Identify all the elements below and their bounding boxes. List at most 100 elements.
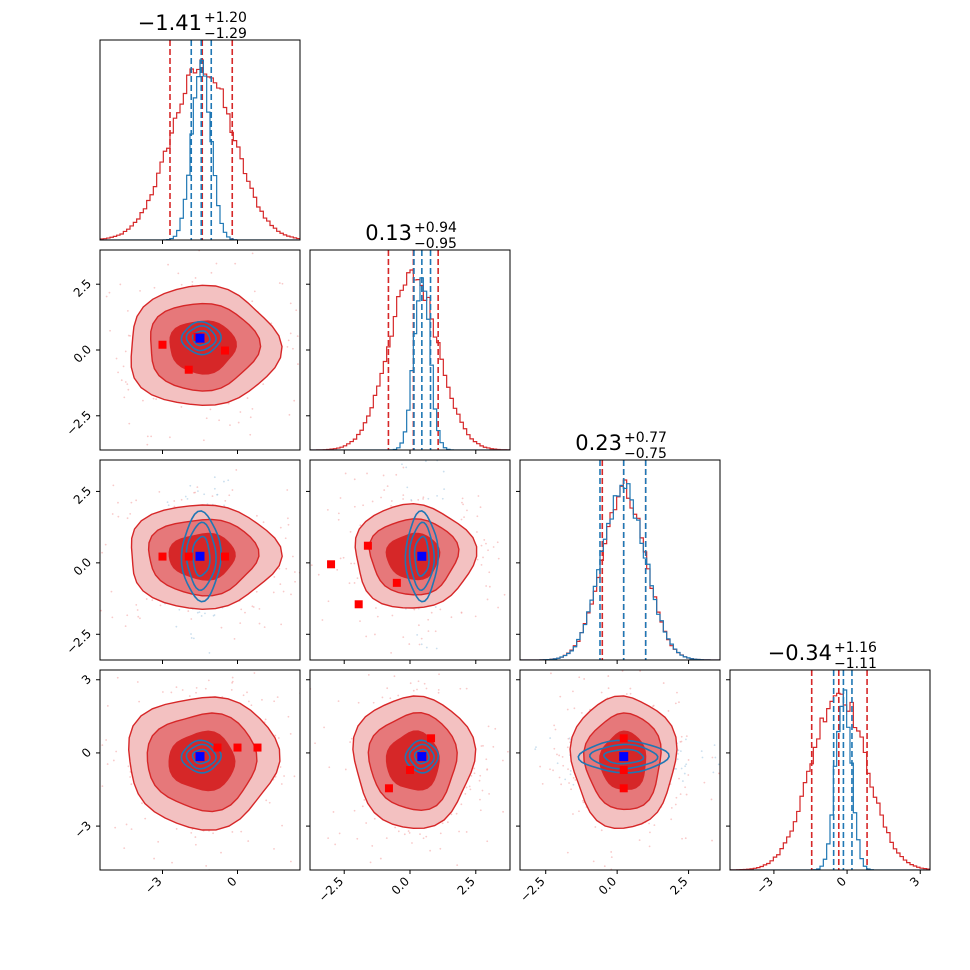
scatter-point: [687, 774, 690, 776]
scatter-point: [415, 455, 417, 457]
scatter-point: [646, 649, 648, 651]
scatter-point: [338, 832, 341, 835]
scatter-point: [632, 667, 634, 669]
scatter-point: [337, 518, 340, 521]
scatter-point: [524, 762, 526, 764]
scatter-point: [460, 803, 463, 806]
title-plus: +0.77: [624, 430, 667, 446]
histogram-wide: [520, 479, 720, 660]
scatter-point: [336, 568, 339, 571]
scatter-point: [166, 501, 169, 504]
scatter-point: [64, 685, 66, 687]
scatter-point: [397, 830, 400, 833]
scatter-point: [130, 783, 133, 786]
scatter-point: [205, 417, 208, 420]
scatter-point: [677, 752, 679, 755]
panel-frame: [99, 459, 301, 661]
scatter-point: [367, 674, 370, 676]
scatter-point: [349, 357, 351, 359]
scatter-point: [136, 609, 139, 611]
scatter-point: [561, 755, 564, 758]
scatter-point: [211, 495, 214, 498]
scatter-point: [129, 776, 132, 778]
panel-3-1: [309, 644, 526, 871]
red-marker: [392, 578, 401, 587]
scatter-point: [485, 585, 488, 587]
scatter-point: [359, 664, 361, 666]
scatter-point: [326, 539, 328, 541]
scatter-point: [391, 644, 393, 646]
scatter-point: [279, 766, 282, 768]
scatter-point: [675, 768, 678, 770]
scatter-point: [209, 408, 212, 411]
scatter-point: [350, 562, 353, 565]
scatter-point: [175, 625, 178, 628]
scatter-point: [439, 847, 442, 850]
title-minus: −0.75: [624, 446, 667, 462]
histogram-narrow: [730, 689, 930, 870]
scatter-point: [417, 624, 420, 627]
scatter-point: [231, 489, 234, 491]
scatter-point: [216, 493, 219, 496]
scatter-point: [124, 350, 127, 353]
scatter-point: [155, 398, 158, 401]
scatter-point: [383, 489, 386, 491]
scatter-point: [188, 695, 191, 697]
scatter-point: [353, 562, 356, 565]
scatter-point: [242, 694, 245, 697]
scatter-point: [483, 539, 486, 541]
scatter-point: [123, 396, 126, 399]
scatter-point: [112, 484, 115, 487]
scatter-point: [306, 704, 308, 706]
scatter-point: [321, 455, 323, 457]
scatter-point: [249, 247, 251, 249]
scatter-point: [281, 282, 284, 285]
scatter-point: [47, 547, 49, 549]
scatter-point: [274, 734, 277, 737]
title-median: −0.34: [768, 641, 832, 665]
scatter-point: [278, 567, 281, 570]
scatter-point: [550, 672, 552, 675]
scatter-point: [228, 494, 231, 497]
scatter-point: [285, 541, 287, 543]
scatter-point: [216, 246, 218, 248]
scatter-point: [198, 611, 201, 614]
scatter-point: [363, 799, 366, 801]
scatter-point: [48, 336, 50, 338]
scatter-point: [327, 541, 329, 543]
scatter-point: [685, 735, 688, 737]
scatter-point: [450, 813, 453, 816]
scatter-point: [283, 775, 285, 777]
x-tick-label: −3: [142, 874, 164, 896]
scatter-point: [127, 388, 130, 391]
scatter-point: [247, 700, 250, 703]
scatter-point: [264, 718, 267, 721]
scatter-point: [62, 515, 64, 517]
scatter-point: [463, 516, 465, 519]
scatter-point: [234, 262, 237, 265]
scatter-point: [111, 513, 114, 515]
scatter-point: [108, 291, 111, 294]
scatter-point: [42, 701, 44, 703]
scatter-point: [252, 606, 255, 608]
blue-contour-level-1: [408, 743, 436, 770]
blue-contour-level-2: [180, 739, 222, 774]
scatter-point: [302, 743, 304, 745]
scatter-point: [332, 811, 335, 813]
scatter-point: [321, 362, 323, 364]
scatter-point: [250, 704, 253, 707]
panel-3-0: [42, 669, 308, 871]
scatter-point: [204, 687, 207, 690]
scatter-point: [556, 762, 559, 765]
red-marker: [221, 346, 229, 355]
scatter-point: [687, 759, 690, 761]
scatter-point: [145, 598, 148, 600]
scatter-point: [194, 277, 197, 279]
scatter-point: [328, 552, 330, 554]
x-tick-label: 2.5: [455, 874, 478, 897]
scatter-point: [207, 679, 210, 682]
scatter-point: [371, 845, 374, 847]
scatter-point: [127, 765, 130, 768]
scatter-point: [419, 833, 421, 836]
scatter-point: [476, 531, 478, 533]
